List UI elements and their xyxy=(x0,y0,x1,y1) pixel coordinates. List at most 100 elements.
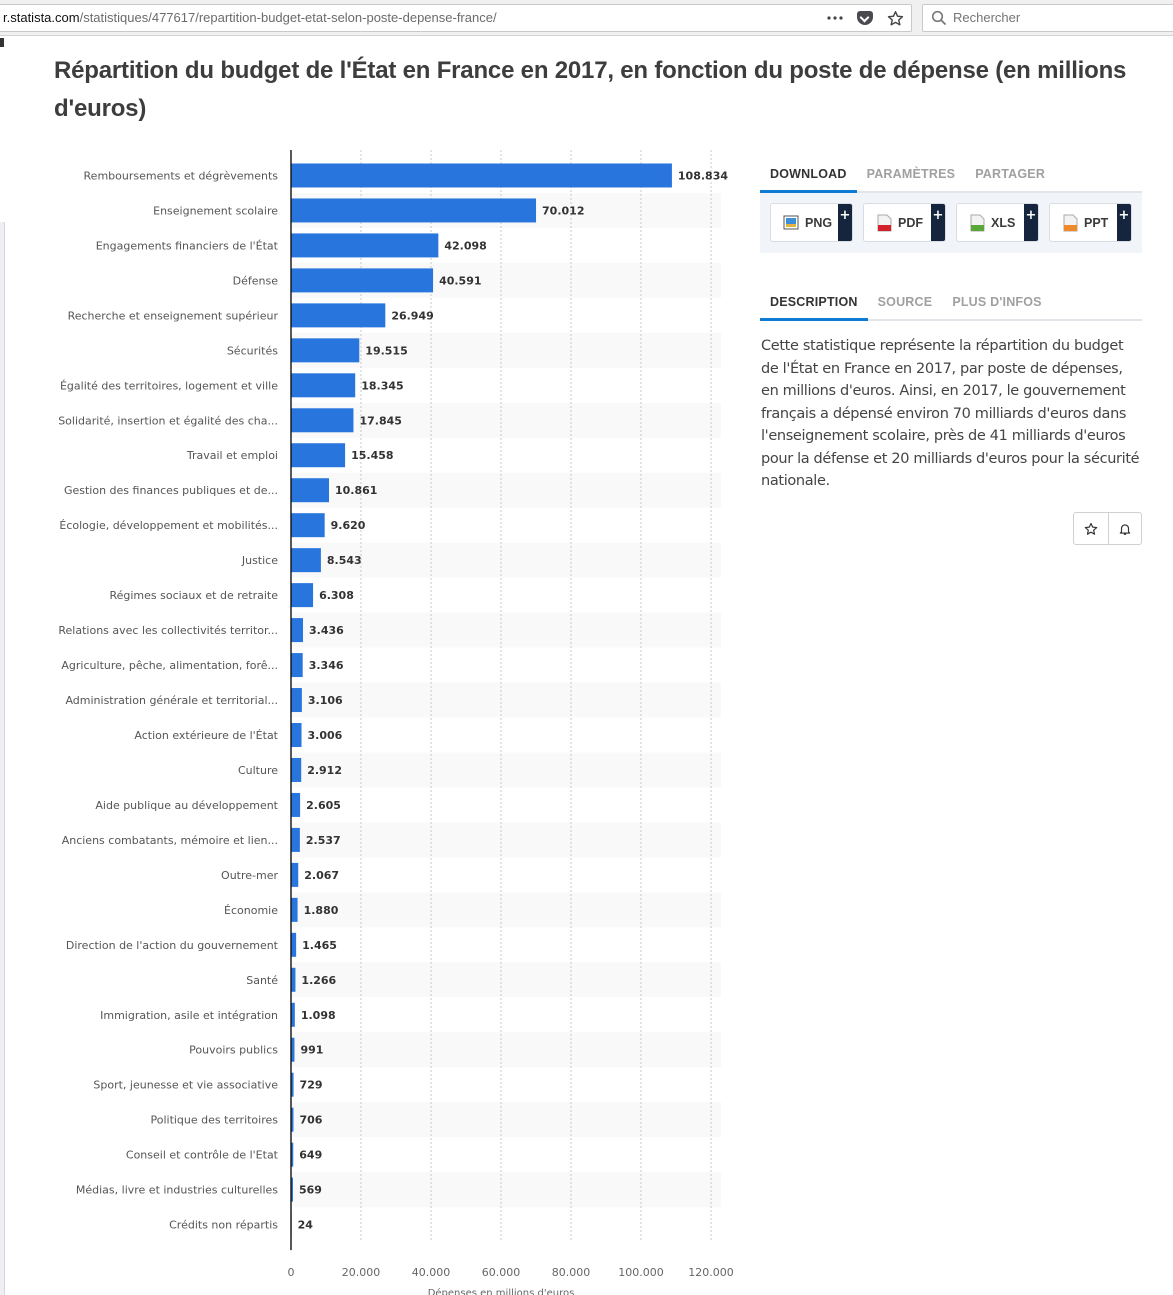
tab-parametres[interactable]: PARAMÈTRES xyxy=(866,167,956,181)
url-host: r.statista.com xyxy=(3,10,80,25)
value-label: 649 xyxy=(299,1149,322,1162)
value-label: 24 xyxy=(298,1219,314,1232)
row-stripe xyxy=(291,1102,721,1138)
row-stripe xyxy=(291,822,721,858)
row-stripe xyxy=(291,402,721,438)
category-label: Administration générale et territorial..… xyxy=(65,694,278,707)
download-pdf-button[interactable]: PDF + xyxy=(863,203,946,242)
value-label: 1.098 xyxy=(301,1009,336,1022)
search-icon xyxy=(931,10,947,26)
favorite-button[interactable] xyxy=(1074,513,1108,544)
bar xyxy=(291,408,354,433)
value-label: 40.591 xyxy=(439,274,481,287)
category-label: Direction de l'action du gouvernement xyxy=(66,939,279,952)
download-xls-label: XLS xyxy=(991,215,1016,230)
value-label: 108.834 xyxy=(678,169,728,182)
category-label: Écologie, développement et mobilités... xyxy=(59,519,278,532)
category-label: Engagements financiers de l'État xyxy=(96,239,279,252)
url-text[interactable]: r.statista.com/statistiques/477617/repar… xyxy=(3,10,497,25)
category-label: Conseil et contrôle de l'Etat xyxy=(126,1149,279,1162)
browser-toolbar: r.statista.com/statistiques/477617/repar… xyxy=(0,0,1173,36)
category-label: Solidarité, insertion et égalité des cha… xyxy=(58,414,278,427)
x-tick-label: 40.000 xyxy=(412,1266,451,1279)
download-xls-button[interactable]: XLS + xyxy=(956,203,1039,242)
category-label: Sécurités xyxy=(227,344,278,357)
tab-source[interactable]: SOURCE xyxy=(877,295,933,309)
bar xyxy=(291,198,537,223)
bar xyxy=(291,1037,295,1062)
bar xyxy=(291,1072,294,1097)
plus-icon[interactable]: + xyxy=(1117,204,1131,241)
bar xyxy=(291,792,301,817)
browser-search-box[interactable] xyxy=(922,4,1173,32)
value-label: 2.605 xyxy=(306,799,341,812)
category-label: Sport, jeunesse et vie associative xyxy=(93,1079,278,1092)
bar xyxy=(291,1142,294,1167)
url-path: /statistiques/477617/repartition-budget-… xyxy=(79,10,497,25)
bar xyxy=(291,338,360,363)
value-label: 17.845 xyxy=(359,414,401,427)
value-label: 42.098 xyxy=(444,239,486,252)
bar xyxy=(291,478,330,503)
download-png-button[interactable]: PNG + xyxy=(770,203,853,242)
download-ppt-button[interactable]: PPT + xyxy=(1049,203,1132,242)
value-label: 3.106 xyxy=(308,694,343,707)
pocket-icon[interactable] xyxy=(855,8,875,28)
sidebar-edge xyxy=(0,222,5,1295)
excel-file-icon xyxy=(970,214,985,231)
tab-partager[interactable]: PARTAGER xyxy=(975,167,1046,181)
plus-icon[interactable]: + xyxy=(931,204,945,241)
category-label: Travail et emploi xyxy=(186,449,278,462)
value-label: 569 xyxy=(299,1184,322,1197)
plus-icon[interactable]: + xyxy=(838,204,852,241)
x-tick-label: 100.000 xyxy=(618,1266,664,1279)
row-stripe xyxy=(291,472,721,508)
value-label: 19.515 xyxy=(365,344,407,357)
bar xyxy=(291,757,302,782)
bar xyxy=(291,897,298,922)
tab-download[interactable]: DOWNLOAD xyxy=(760,155,857,193)
category-label: Régimes sociaux et de retraite xyxy=(109,589,278,602)
row-stripe xyxy=(291,962,721,998)
image-file-icon xyxy=(783,215,799,229)
category-label: Culture xyxy=(238,764,278,777)
alert-button[interactable] xyxy=(1107,513,1142,544)
star-icon xyxy=(1084,522,1098,535)
bar xyxy=(291,967,296,992)
bell-icon xyxy=(1119,523,1130,535)
x-tick-label: 20.000 xyxy=(342,1266,381,1279)
row-stripe xyxy=(291,1172,721,1208)
bar xyxy=(291,583,314,608)
info-tabs: DESCRIPTION SOURCE PLUS D'INFOS xyxy=(760,283,1142,321)
x-tick-label: 60.000 xyxy=(482,1266,521,1279)
category-label: Égalité des territoires, logement et vil… xyxy=(60,379,278,392)
category-label: Santé xyxy=(246,974,278,987)
x-tick-label: 120.000 xyxy=(688,1266,734,1279)
address-bar[interactable]: r.statista.com/statistiques/477617/repar… xyxy=(0,4,912,32)
x-tick-label: 80.000 xyxy=(552,1266,591,1279)
chart-svg: Remboursements et dégrèvements 108.834 Ens… xyxy=(58,150,734,1295)
category-label: Agriculture, pêche, alimentation, forê..… xyxy=(61,659,278,672)
bar xyxy=(291,233,439,258)
tab-description[interactable]: DESCRIPTION xyxy=(760,283,868,321)
category-label: Économie xyxy=(224,904,278,917)
bar xyxy=(291,513,325,538)
value-label: 3.436 xyxy=(309,624,344,637)
category-label: Gestion des finances publiques et de... xyxy=(64,484,278,497)
value-label: 3.346 xyxy=(309,659,344,672)
row-stripe xyxy=(291,332,721,368)
category-label: Justice xyxy=(241,554,278,567)
search-input[interactable] xyxy=(953,10,1173,25)
bar xyxy=(291,1002,295,1027)
bar-chart: Remboursements et dégrèvements 108.834 Ens… xyxy=(0,150,760,1295)
side-panel: DOWNLOAD PARAMÈTRES PARTAGER PNG + PDF +… xyxy=(760,155,1142,545)
bar xyxy=(291,932,297,957)
plus-icon[interactable]: + xyxy=(1024,204,1038,241)
ellipsis-icon[interactable] xyxy=(825,8,845,28)
powerpoint-file-icon xyxy=(1063,214,1078,231)
star-icon[interactable] xyxy=(885,8,905,28)
value-label: 706 xyxy=(299,1114,322,1127)
tab-plus-dinfos[interactable]: PLUS D'INFOS xyxy=(952,295,1042,309)
row-stripe xyxy=(291,612,721,648)
value-label: 2.067 xyxy=(304,869,339,882)
